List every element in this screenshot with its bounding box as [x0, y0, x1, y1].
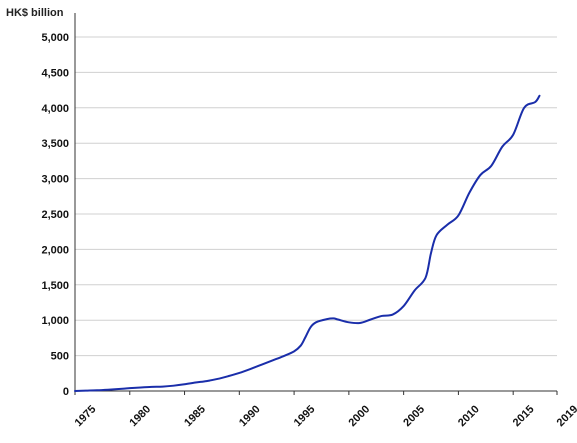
y-tick-labels: 0 500 1,000 1,500 2,000 2,500 3,000 3,500 4,000 4…	[41, 32, 69, 398]
y-axis-unit-label: HK$ billion	[6, 7, 64, 19]
x-tick-label: 1990	[237, 403, 263, 429]
x-tick-label: 2005	[401, 403, 427, 429]
x-tick-label: 1995	[292, 403, 318, 429]
series-lines	[74, 94, 541, 392]
y-tick-label: 5,000	[41, 32, 69, 44]
y-tick-label: 0	[63, 386, 69, 398]
y-tick-label: 4,000	[41, 103, 69, 115]
y-tick-label: 2,000	[41, 244, 69, 256]
y-tick-label: 1,500	[41, 280, 69, 292]
gridlines	[75, 36, 557, 357]
y-tick-label: 4,500	[41, 67, 69, 79]
x-tick-label: 2000	[346, 403, 372, 429]
y-tick-label: 1,000	[41, 315, 69, 327]
x-tick-label: 1980	[127, 403, 153, 429]
axes	[74, 13, 558, 395]
y-tick-label: 3,000	[41, 174, 69, 186]
series-line	[74, 94, 541, 392]
x-tick-label: 1985	[182, 403, 208, 429]
x-tick-labels: 1975 1980 1985 1990 1995 2000 2005 2010 2015 2019	[73, 403, 577, 429]
x-tick-label: 2015	[511, 403, 537, 429]
y-tick-label: 3,500	[41, 138, 69, 150]
x-tick-label: 2019	[555, 403, 577, 429]
y-tick-label: 2,500	[41, 209, 69, 221]
x-tick-label: 2010	[456, 403, 482, 429]
y-tick-label: 500	[51, 351, 69, 363]
x-tick-label: 1975	[73, 403, 99, 429]
